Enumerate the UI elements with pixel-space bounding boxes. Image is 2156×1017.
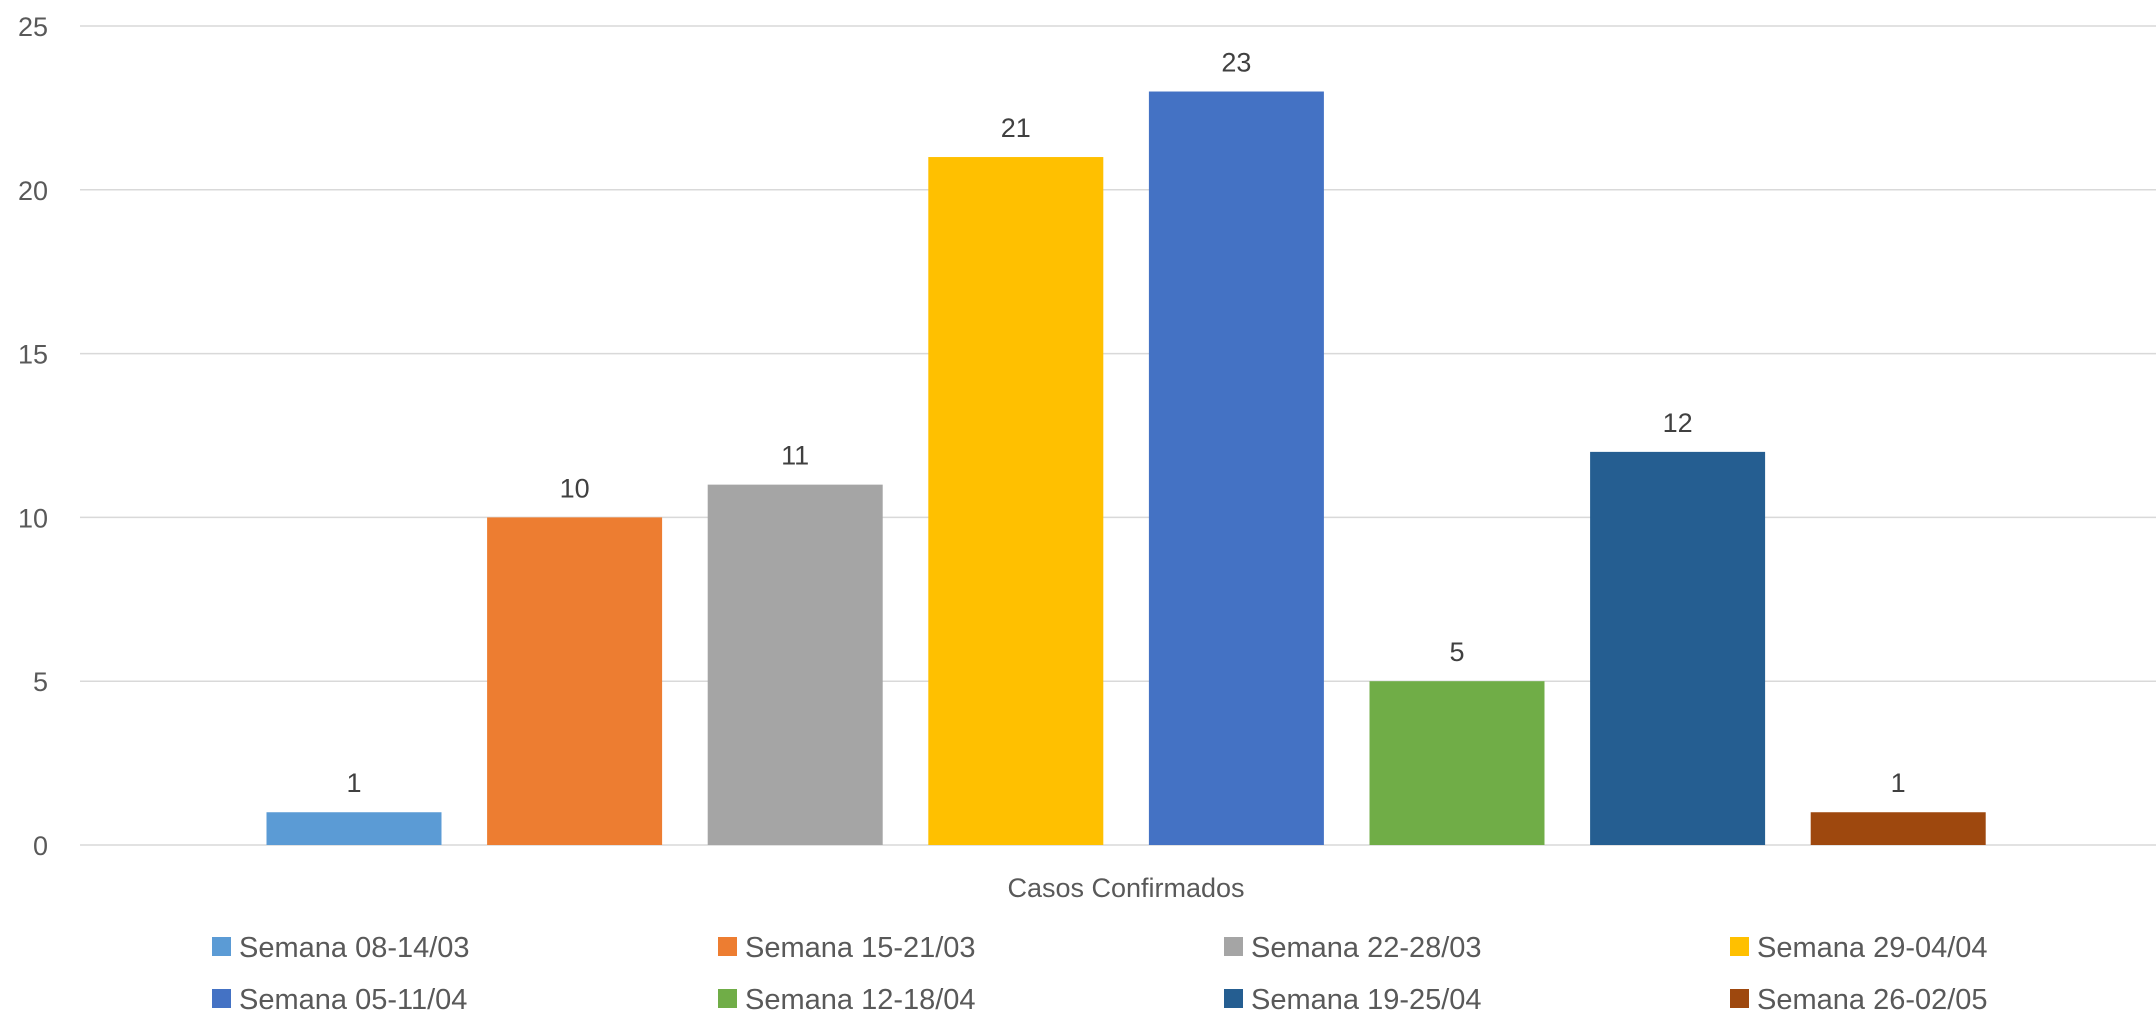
y-tick-label: 25 — [18, 12, 48, 42]
legend-label: Semana 08-14/03 — [239, 932, 470, 964]
bar-series-8 — [1810, 812, 1986, 845]
y-axis-tick-labels: 0 5 10 15 20 25 — [18, 12, 48, 861]
legend: Semana 08-14/03 Semana 15-21/03 Semana 22-… — [212, 932, 1988, 1016]
bar-series-7 — [1590, 451, 1766, 845]
y-tick-label: 20 — [18, 176, 48, 206]
bar-series-1 — [266, 812, 442, 845]
legend-label: Semana 29-04/04 — [1757, 932, 1988, 964]
y-tick-label: 0 — [33, 831, 48, 861]
data-labels: 1 10 11 21 23 5 12 1 — [346, 48, 1905, 799]
legend-label: Semana 15-21/03 — [745, 932, 976, 964]
bar-series-5 — [1148, 91, 1324, 845]
legend-swatch — [718, 989, 737, 1008]
legend-swatch — [212, 989, 231, 1008]
legend-swatch — [1730, 937, 1749, 956]
legend-swatch — [1730, 989, 1749, 1008]
bar-series-2 — [487, 517, 663, 845]
y-tick-label: 10 — [18, 503, 48, 533]
legend-label: Semana 26-02/05 — [1757, 984, 1988, 1016]
legend-swatch — [1224, 937, 1243, 956]
bars — [266, 91, 1986, 846]
legend-item-2: Semana 15-21/03 — [718, 932, 976, 964]
bar-series-4 — [928, 157, 1104, 846]
legend-label: Semana 19-25/04 — [1251, 984, 1482, 1016]
legend-item-3: Semana 22-28/03 — [1224, 932, 1482, 964]
legend-label: Semana 22-28/03 — [1251, 932, 1482, 964]
data-label-series-2: 10 — [560, 473, 590, 503]
legend-item-4: Semana 29-04/04 — [1730, 932, 1988, 964]
legend-swatch — [1224, 989, 1243, 1008]
bar-series-3 — [707, 484, 883, 845]
data-label-series-3: 11 — [781, 441, 809, 471]
data-label-series-4: 21 — [1001, 113, 1031, 143]
legend-label: Semana 05-11/04 — [239, 984, 467, 1016]
legend-item-1: Semana 08-14/03 — [212, 932, 470, 964]
data-label-series-7: 12 — [1663, 408, 1693, 438]
legend-item-8: Semana 26-02/05 — [1730, 984, 1988, 1016]
y-tick-label: 5 — [33, 667, 48, 697]
legend-label: Semana 12-18/04 — [745, 984, 976, 1016]
gridlines — [80, 25, 2156, 846]
legend-swatch — [718, 937, 737, 956]
data-label-series-6: 5 — [1449, 637, 1464, 667]
data-label-series-1: 1 — [346, 768, 361, 798]
bar-series-6 — [1369, 681, 1545, 845]
data-label-series-5: 23 — [1221, 48, 1251, 78]
legend-item-6: Semana 12-18/04 — [718, 984, 976, 1016]
y-tick-label: 15 — [18, 340, 48, 370]
legend-item-7: Semana 19-25/04 — [1224, 984, 1482, 1016]
legend-item-5: Semana 05-11/04 — [212, 984, 467, 1016]
x-axis-title: Casos Confirmados — [1007, 873, 1244, 903]
legend-swatch — [212, 937, 231, 956]
data-label-series-8: 1 — [1891, 768, 1906, 798]
